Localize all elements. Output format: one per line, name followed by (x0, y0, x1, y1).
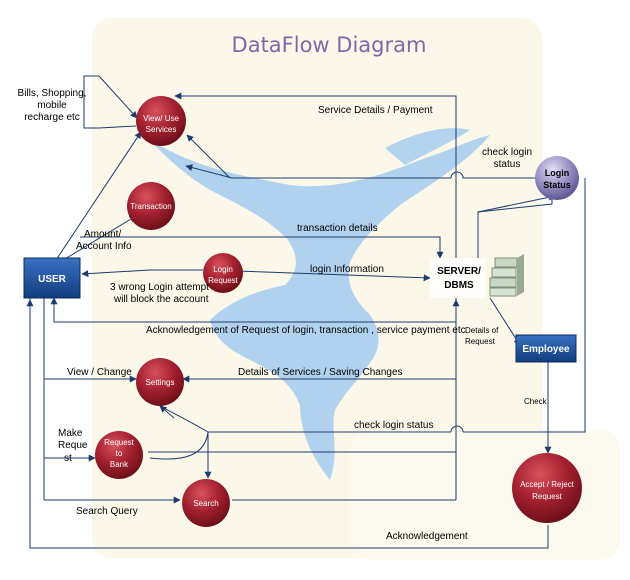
bills-label-3: recharge etc (24, 112, 80, 123)
search-query-label: Search Query (76, 506, 138, 517)
bills-bracket (83, 75, 99, 129)
user-to-transaction-arrow (59, 215, 137, 263)
server-to-employee-arrow (489, 297, 521, 346)
wrong-login-label-1: 3 wrong Login attempt (110, 282, 209, 293)
service-details-label: Service Details / Payment (318, 105, 433, 116)
status-right-line (463, 178, 586, 433)
login-information-label: login Information (310, 264, 384, 275)
details-services-label: Details of Services / Saving Changes (238, 367, 403, 378)
view-use-label-1: View/ Use (143, 114, 179, 123)
transaction-node[interactable]: Transaction (127, 182, 175, 230)
make-request-label-1: Make (58, 428, 83, 439)
server-stack-icon (489, 254, 524, 297)
bills-label-2: mobile (37, 100, 67, 111)
login-status-label-1: Login (545, 168, 570, 178)
server-label-1: SERVER/ (437, 266, 481, 277)
server-label-2: DBMS (444, 280, 474, 291)
service-details-arrow (174, 92, 457, 258)
user-label: USER (38, 274, 67, 285)
wrong-login-label-2: will block the account (113, 294, 209, 305)
bills-label-1: Bills, Shopping, (18, 88, 87, 99)
details-request-label-2: Request (465, 337, 496, 346)
transaction-details-label: transaction details (297, 223, 378, 234)
user-box[interactable]: USER (23, 257, 81, 299)
details-request-label-1: Details of (465, 326, 499, 335)
view-use-label-2: Services (146, 125, 177, 134)
request-bank-label-1: Request (104, 438, 135, 447)
check-login-to-settings-arrow (159, 405, 175, 419)
check-login-to-transaction (185, 164, 451, 179)
view-use-services-node[interactable]: View/ Use Services (136, 96, 186, 146)
check-label: Check (524, 397, 548, 406)
login-request-label-2: Request (208, 276, 239, 285)
accept-reject-label-1: Accept / Reject (520, 480, 575, 489)
login-information-arrow (235, 270, 431, 282)
login-request-node[interactable]: Login Request (203, 253, 243, 293)
user-to-view-arrow (55, 131, 142, 261)
check-login-to-view (186, 134, 231, 179)
amount-label-2: Account Info (76, 241, 132, 252)
diagram-title: DataFlow Diagram (232, 33, 427, 57)
transaction-label: Transaction (130, 202, 172, 211)
accept-reject-request-node[interactable]: Accept / Reject Request (512, 453, 582, 523)
settings-node[interactable]: Settings (136, 358, 184, 406)
settings-label: Settings (146, 378, 175, 387)
acknowledgement-line (26, 299, 549, 549)
check-login-status-label: check login status (354, 420, 434, 431)
view-change-label: View / Change (67, 367, 132, 378)
login-status-node[interactable]: Login Status (535, 156, 579, 200)
bills-to-view-arrow (98, 75, 138, 119)
background-bird-wing (385, 128, 470, 165)
background-bird-shape (150, 135, 490, 480)
search-label: Search (193, 499, 218, 508)
request-to-bank-node[interactable]: Request to Bank (95, 431, 143, 479)
check-login-label-1: check login (482, 147, 532, 158)
check-login-lower-jump (450, 425, 464, 433)
server-to-status-arrow (477, 193, 556, 213)
bills-bracket-lower (98, 125, 137, 129)
login-status-label-2: Status (543, 180, 571, 190)
request-bank-label-3: Bank (110, 460, 129, 469)
request-bank-label-2: to (116, 449, 123, 458)
accept-reject-label-2: Request (532, 492, 563, 501)
transaction-details-arrow (80, 236, 444, 259)
search-node[interactable]: Search (182, 479, 230, 527)
make-request-label-3: st (64, 453, 72, 464)
acknowledgement-request-label: Acknowledgement of Request of login, tra… (146, 325, 466, 336)
login-request-label-1: Login (213, 265, 233, 274)
make-request-label-2: Reque (58, 440, 88, 451)
server-dbms-node[interactable]: SERVER/ DBMS (430, 258, 486, 298)
employee-box[interactable]: Employee (515, 334, 577, 363)
check-login-label-2: status (494, 159, 521, 170)
acknowledgement-label: Acknowledgement (386, 531, 468, 542)
check-login-to-bank-curve (149, 431, 209, 460)
check-login-jump (450, 171, 464, 179)
login-request-to-user-arrow (81, 269, 203, 278)
employee-label: Employee (522, 344, 570, 355)
amount-label-1: Amount/ (84, 229, 121, 240)
